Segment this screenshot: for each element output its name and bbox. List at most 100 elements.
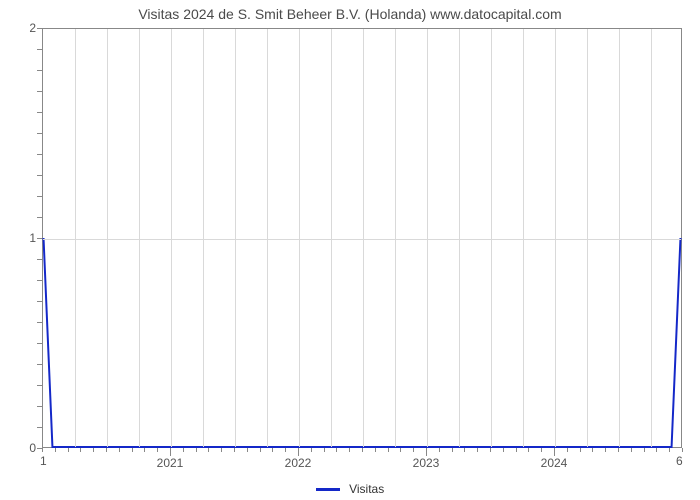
x-tick-minor (541, 448, 542, 452)
x-tick-minor (516, 448, 517, 452)
x-tick-major (170, 448, 171, 456)
x-tick-minor (55, 448, 56, 452)
grid-vertical (107, 29, 108, 447)
x-tick-minor (375, 448, 376, 452)
y-tick-minor (37, 406, 42, 407)
y-tick-label: 0 (6, 441, 36, 455)
grid-vertical (267, 29, 268, 447)
grid-vertical (363, 29, 364, 447)
x-tick-minor (669, 448, 670, 452)
x-tick-minor (388, 448, 389, 452)
x-tick-minor (208, 448, 209, 452)
x-tick-minor (285, 448, 286, 452)
x-tick-minor (567, 448, 568, 452)
x-tick-minor (234, 448, 235, 452)
grid-vertical (203, 29, 204, 447)
x-axis-start-label: 1 (40, 454, 47, 468)
grid-vertical (235, 29, 236, 447)
x-tick-minor (490, 448, 491, 452)
x-tick-minor (618, 448, 619, 452)
y-tick-minor (37, 217, 42, 218)
x-tick-minor (196, 448, 197, 452)
x-tick-major (298, 448, 299, 456)
x-tick-minor (682, 448, 683, 452)
y-tick-minor (37, 112, 42, 113)
x-tick-minor (644, 448, 645, 452)
x-tick-minor (106, 448, 107, 452)
grid-vertical (491, 29, 492, 447)
x-tick-minor (528, 448, 529, 452)
grid-vertical (171, 29, 172, 447)
x-tick-minor (656, 448, 657, 452)
y-tick-minor (37, 301, 42, 302)
x-tick-major (426, 448, 427, 456)
x-axis-end-label: 6 (676, 454, 683, 468)
y-tick-minor (37, 385, 42, 386)
grid-vertical (139, 29, 140, 447)
grid-vertical (395, 29, 396, 447)
x-tick-minor (119, 448, 120, 452)
x-tick-minor (324, 448, 325, 452)
grid-vertical (331, 29, 332, 447)
x-tick-minor (68, 448, 69, 452)
x-tick-minor (93, 448, 94, 452)
x-tick-minor (132, 448, 133, 452)
x-tick-minor (592, 448, 593, 452)
x-tick-minor (221, 448, 222, 452)
x-tick-minor (580, 448, 581, 452)
x-tick-major (554, 448, 555, 456)
y-tick-minor (37, 322, 42, 323)
x-tick-label: 2022 (285, 456, 312, 470)
x-tick-minor (631, 448, 632, 452)
x-tick-minor (362, 448, 363, 452)
x-tick-minor (157, 448, 158, 452)
x-tick-minor (80, 448, 81, 452)
x-tick-label: 2024 (541, 456, 568, 470)
y-tick-minor (37, 154, 42, 155)
grid-vertical (299, 29, 300, 447)
y-tick-minor (37, 28, 42, 29)
x-tick-minor (400, 448, 401, 452)
grid-vertical (619, 29, 620, 447)
y-tick-minor (37, 259, 42, 260)
x-tick-minor (349, 448, 350, 452)
legend: Visitas (0, 482, 700, 496)
y-tick-minor (37, 133, 42, 134)
grid-vertical (587, 29, 588, 447)
x-tick-minor (260, 448, 261, 452)
x-tick-minor (503, 448, 504, 452)
x-tick-minor (42, 448, 43, 452)
grid-vertical (459, 29, 460, 447)
y-tick-label: 1 (6, 231, 36, 245)
y-tick-minor (37, 364, 42, 365)
x-tick-minor (413, 448, 414, 452)
x-tick-minor (477, 448, 478, 452)
y-tick-minor (37, 70, 42, 71)
x-tick-minor (605, 448, 606, 452)
grid-vertical (651, 29, 652, 447)
x-tick-minor (183, 448, 184, 452)
grid-vertical (555, 29, 556, 447)
y-tick-minor (37, 238, 42, 239)
x-tick-minor (311, 448, 312, 452)
legend-swatch (316, 488, 340, 491)
y-tick-minor (37, 196, 42, 197)
x-tick-minor (247, 448, 248, 452)
x-tick-label: 2023 (413, 456, 440, 470)
x-tick-minor (144, 448, 145, 452)
plot-area (42, 28, 682, 448)
x-tick-minor (452, 448, 453, 452)
grid-vertical (75, 29, 76, 447)
y-tick-minor (37, 49, 42, 50)
x-tick-minor (464, 448, 465, 452)
x-tick-minor (439, 448, 440, 452)
x-tick-label: 2021 (157, 456, 184, 470)
legend-label: Visitas (349, 482, 384, 496)
grid-vertical (523, 29, 524, 447)
grid-horizontal (43, 239, 681, 240)
chart-container: Visitas 2024 de S. Smit Beheer B.V. (Hol… (0, 0, 700, 500)
y-tick-minor (37, 343, 42, 344)
y-tick-minor (37, 175, 42, 176)
grid-vertical (427, 29, 428, 447)
y-tick-label: 2 (6, 21, 36, 35)
